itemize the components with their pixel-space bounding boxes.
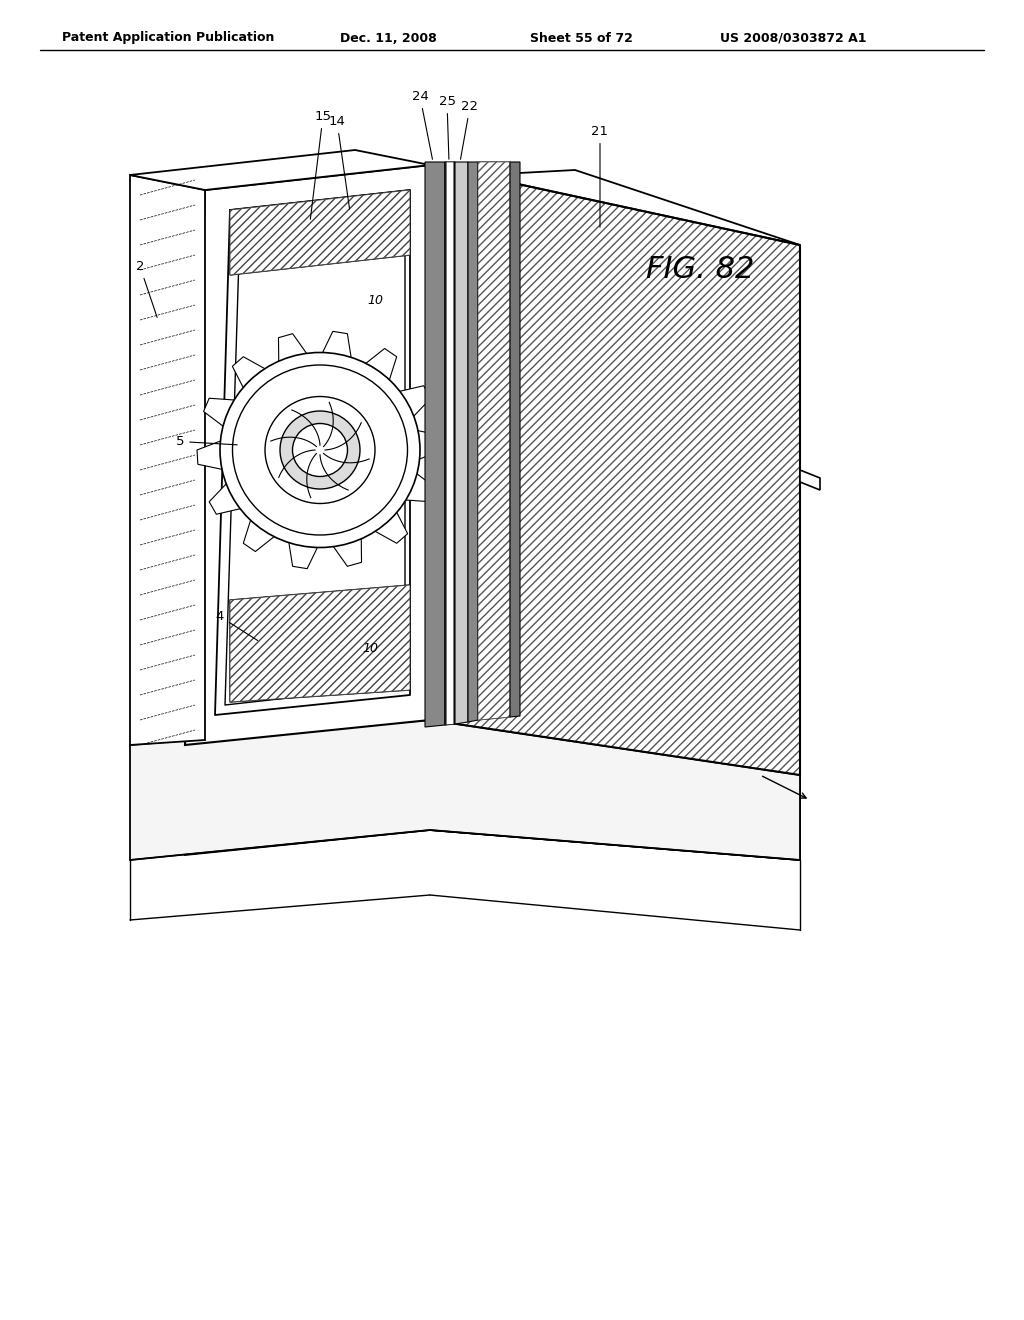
Text: 5: 5 [176,436,238,447]
Polygon shape [279,334,313,372]
Polygon shape [430,165,800,775]
Polygon shape [365,503,408,544]
Polygon shape [204,399,246,433]
Ellipse shape [280,411,360,488]
Polygon shape [800,470,820,490]
Text: 22: 22 [461,100,478,160]
Polygon shape [445,162,455,725]
Polygon shape [209,475,251,515]
Text: 10: 10 [367,293,383,306]
Polygon shape [230,190,410,275]
Polygon shape [394,467,436,502]
Polygon shape [430,719,800,861]
Ellipse shape [293,424,347,477]
Text: 15: 15 [310,110,332,219]
Text: Dec. 11, 2008: Dec. 11, 2008 [340,32,437,45]
Polygon shape [232,356,275,397]
Polygon shape [197,437,232,471]
Polygon shape [287,531,323,569]
Polygon shape [185,719,800,861]
Text: Patent Application Publication: Patent Application Publication [62,32,274,45]
Polygon shape [425,162,445,727]
Polygon shape [468,162,478,722]
Polygon shape [389,385,431,424]
Text: 10: 10 [362,642,378,655]
Text: 24: 24 [412,90,432,160]
Text: FIG. 82: FIG. 82 [646,256,755,285]
Text: 4: 4 [216,610,258,640]
Ellipse shape [220,352,420,548]
Polygon shape [244,510,283,552]
Polygon shape [408,429,443,463]
Polygon shape [317,331,353,368]
Text: 21: 21 [592,125,608,227]
Polygon shape [130,176,205,744]
Ellipse shape [265,396,375,503]
Polygon shape [430,165,800,775]
Polygon shape [478,162,510,719]
Text: Sheet 55 of 72: Sheet 55 of 72 [530,32,633,45]
Polygon shape [205,165,800,246]
Polygon shape [510,162,520,717]
Text: 14: 14 [329,115,349,210]
Text: 25: 25 [438,95,456,160]
Polygon shape [455,162,468,723]
Text: 2: 2 [136,260,157,317]
Polygon shape [130,719,800,861]
Polygon shape [230,585,410,702]
Polygon shape [478,162,510,719]
Polygon shape [445,162,455,725]
Polygon shape [230,585,410,702]
Polygon shape [130,150,430,190]
Ellipse shape [232,366,408,535]
Polygon shape [327,528,361,566]
Polygon shape [357,348,396,391]
Polygon shape [230,190,410,275]
Text: US 2008/0303872 A1: US 2008/0303872 A1 [720,32,866,45]
Polygon shape [185,165,430,744]
